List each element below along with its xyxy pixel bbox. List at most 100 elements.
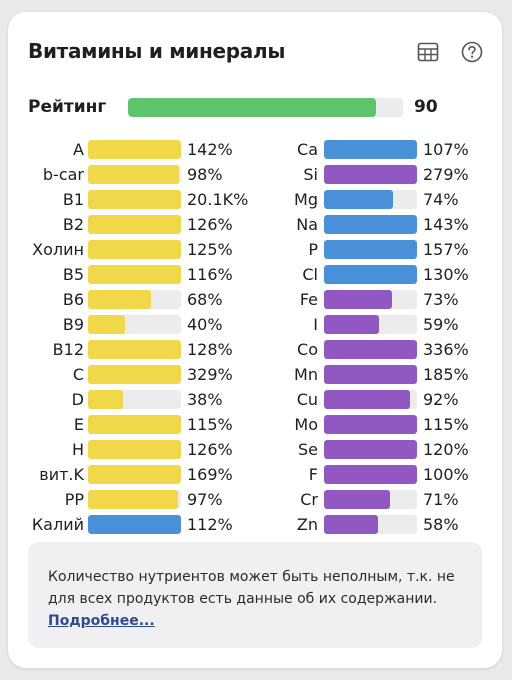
vitamin-row: b-car 98%	[28, 162, 268, 187]
mineral-percent: 100%	[423, 465, 469, 484]
mineral-bar	[324, 240, 417, 259]
mineral-bar-fill	[324, 240, 417, 259]
mineral-bar-fill	[324, 365, 417, 384]
vitamin-bar-fill	[88, 515, 181, 534]
mineral-label: Co	[297, 340, 318, 359]
mineral-row: Mo 115%	[256, 412, 496, 437]
vitamin-bar-fill	[88, 215, 181, 234]
vitamin-bar	[88, 290, 181, 309]
vitamin-percent: 169%	[187, 465, 233, 484]
vitamin-label: PP	[64, 490, 84, 509]
vitamin-bar	[88, 215, 181, 234]
mineral-bar-fill	[324, 440, 417, 459]
vitamin-bar-fill	[88, 390, 124, 409]
vitamin-percent: 128%	[187, 340, 233, 359]
vitamin-bar-fill	[88, 440, 181, 459]
mineral-label: Na	[296, 215, 318, 234]
mineral-bar	[324, 440, 417, 459]
help-circle-icon[interactable]	[460, 40, 484, 64]
vitamin-row: E 115%	[28, 412, 268, 437]
vitamin-label: A	[73, 140, 84, 159]
vitamin-label: Холин	[32, 240, 84, 259]
vitamin-row: B1 20.1K%	[28, 187, 268, 212]
vitamin-row: Калий 112%	[28, 512, 268, 537]
vitamin-label: D	[71, 390, 84, 409]
mineral-bar	[324, 515, 417, 534]
vitamin-percent: 116%	[187, 265, 233, 284]
vitamin-row: H 126%	[28, 437, 268, 462]
vitamin-percent: 115%	[187, 415, 233, 434]
mineral-percent: 74%	[423, 190, 459, 209]
rating-label: Рейтинг	[28, 97, 107, 117]
mineral-label: Mg	[294, 190, 318, 209]
mineral-percent: 58%	[423, 515, 459, 534]
more-link[interactable]: Подробнее...	[48, 613, 155, 629]
mineral-label: Mn	[294, 365, 318, 384]
vitamin-row: A 142%	[28, 137, 268, 162]
vitamin-bar	[88, 465, 181, 484]
vitamin-label: b-car	[42, 165, 84, 184]
mineral-bar-fill	[324, 265, 417, 284]
mineral-percent: 279%	[423, 165, 469, 184]
mineral-row: Cu 92%	[256, 387, 496, 412]
mineral-label: Si	[303, 165, 318, 184]
mineral-bar-fill	[324, 215, 417, 234]
vitamin-label: вит.K	[39, 465, 84, 484]
info-note: Количество нутриентов может быть неполны…	[28, 542, 482, 648]
mineral-bar	[324, 465, 417, 484]
mineral-row: Cr 71%	[256, 487, 496, 512]
mineral-percent: 130%	[423, 265, 469, 284]
vitamin-bar-fill	[88, 340, 181, 359]
mineral-bar-fill	[324, 390, 410, 409]
mineral-bar	[324, 215, 417, 234]
mineral-bar-fill	[324, 165, 417, 184]
vitamin-label: B9	[62, 315, 84, 334]
mineral-bar	[324, 490, 417, 509]
vitamin-percent: 98%	[187, 165, 223, 184]
mineral-percent: 115%	[423, 415, 469, 434]
mineral-row: I 59%	[256, 312, 496, 337]
table-icon[interactable]	[416, 40, 440, 64]
mineral-row: Si 279%	[256, 162, 496, 187]
mineral-bar-fill	[324, 340, 417, 359]
vitamin-row: вит.K 169%	[28, 462, 268, 487]
vitamin-row: B12 128%	[28, 337, 268, 362]
mineral-row: Ca 107%	[256, 137, 496, 162]
vitamin-bar	[88, 240, 181, 259]
mineral-bar	[324, 340, 417, 359]
vitamin-bar	[88, 515, 181, 534]
mineral-row: F 100%	[256, 462, 496, 487]
mineral-bar-fill	[324, 315, 379, 334]
rating-row: Рейтинг 90	[28, 94, 448, 120]
card-title: Витамины и минералы	[28, 39, 286, 63]
vitamin-label: E	[73, 415, 84, 434]
mineral-bar	[324, 365, 417, 384]
vitamins-minerals-card: Витамины и минералы Рейтинг 90 A 142% b-ca…	[8, 12, 502, 668]
mineral-row: Co 336%	[256, 337, 496, 362]
mineral-bar	[324, 290, 417, 309]
mineral-label: Cl	[302, 265, 318, 284]
vitamin-percent: 329%	[187, 365, 233, 384]
vitamin-bar	[88, 490, 181, 509]
minerals-column: Ca 107% Si 279% Mg 74% Na 143% P 157% Cl 130% Fe 73% I…	[256, 137, 496, 537]
mineral-bar-fill	[324, 190, 393, 209]
rating-bar-fill	[128, 98, 376, 117]
rating-bar	[128, 98, 403, 117]
mineral-bar	[324, 315, 417, 334]
mineral-bar	[324, 390, 417, 409]
mineral-percent: 157%	[423, 240, 469, 259]
vitamin-bar-fill	[88, 240, 181, 259]
mineral-percent: 59%	[423, 315, 459, 334]
vitamin-row: B6 68%	[28, 287, 268, 312]
mineral-label: Se	[298, 440, 318, 459]
mineral-bar	[324, 165, 417, 184]
mineral-row: Mg 74%	[256, 187, 496, 212]
mineral-bar	[324, 190, 417, 209]
vitamin-bar-fill	[88, 140, 181, 159]
mineral-label: F	[308, 465, 318, 484]
vitamin-label: B5	[62, 265, 84, 284]
vitamin-label: H	[71, 440, 84, 459]
vitamin-bar-fill	[88, 315, 126, 334]
mineral-label: Cr	[300, 490, 318, 509]
vitamin-bar	[88, 440, 181, 459]
